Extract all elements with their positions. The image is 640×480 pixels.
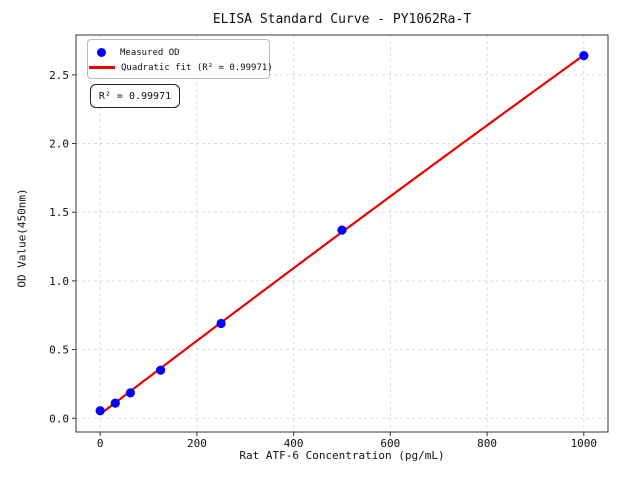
quadratic-fit-line	[99, 54, 585, 416]
fit-line-marker-icon	[89, 66, 115, 69]
data-point	[156, 365, 166, 375]
data-point	[125, 388, 136, 398]
x-tick-label: 600	[380, 437, 400, 450]
chart-title: ELISA Standard Curve - PY1062Ra-T	[212, 12, 472, 27]
data-point	[579, 51, 589, 61]
x-tick-label: 1000	[571, 437, 598, 450]
y-tick-label: 2.5	[49, 69, 69, 82]
scatter-dot-marker-icon	[97, 48, 106, 57]
x-tick-label: 800	[477, 437, 497, 450]
x-axis-label: Rat ATF-6 Concentration (pg/mL)	[239, 449, 445, 462]
legend-item-measured-od: Measured OD	[88, 45, 269, 60]
legend-label-quadratic-fit: Quadratic fit (R² = 0.99971)	[121, 62, 273, 73]
x-tick-label: 400	[284, 437, 304, 450]
y-tick-label: 0.5	[49, 344, 69, 357]
legend-item-quadratic-fit: Quadratic fit (R² = 0.99971)	[88, 60, 273, 75]
y-tick-label: 1.0	[49, 275, 69, 288]
r-squared-annotation: R² = 0.99971	[90, 84, 180, 108]
data-point	[95, 406, 105, 416]
y-tick-label: 1.5	[49, 206, 69, 219]
data-point	[110, 398, 120, 408]
y-tick-label: 0.0	[49, 412, 69, 425]
y-tick-label: 2.0	[49, 138, 69, 151]
legend: Measured OD Quadratic fit (R² = 0.99971)	[87, 39, 273, 79]
legend-label-measured-od: Measured OD	[120, 47, 180, 58]
x-tick-label: 0	[97, 437, 104, 450]
data-point	[216, 318, 226, 329]
data-point	[337, 225, 347, 235]
axes-frame	[75, 34, 609, 433]
x-tick-label: 200	[187, 437, 207, 450]
y-axis-label: OD Value(450nm)	[15, 188, 29, 288]
